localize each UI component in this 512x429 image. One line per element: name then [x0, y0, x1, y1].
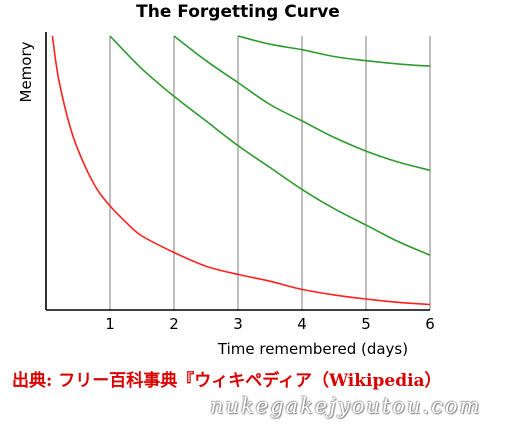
- review-curve-line-2: [173, 35, 431, 172]
- y-axis-label: Memory: [17, 41, 35, 102]
- x-tick-label-3: 3: [233, 315, 243, 333]
- forgetting-curve-chart: The Forgetting Curve Memory Time remembe…: [17, 2, 435, 358]
- x-tick-label-4: 4: [297, 315, 307, 333]
- x-tick-label-1: 1: [105, 315, 115, 333]
- x-axis-label: Time remembered (days): [217, 340, 408, 358]
- x-tick-labels: 1 2 3 4 5 6: [105, 315, 435, 333]
- chart-title: The Forgetting Curve: [136, 2, 340, 22]
- x-tick-label-5: 5: [361, 315, 371, 333]
- source-caption: 出典: フリー百科事典『ウィキペディア（Wikipedia）: [12, 371, 442, 391]
- x-tick-label-6: 6: [425, 315, 435, 333]
- review-curve-line-3: [237, 35, 431, 67]
- review-curve-line-1: [109, 35, 431, 256]
- axes: [45, 32, 430, 311]
- watermark: nukegakejyoutou.com: [210, 394, 482, 418]
- forgetting-curve-line: [51, 35, 431, 306]
- series-group: [51, 35, 431, 306]
- x-tick-label-2: 2: [169, 315, 179, 333]
- review-lines: [109, 36, 431, 310]
